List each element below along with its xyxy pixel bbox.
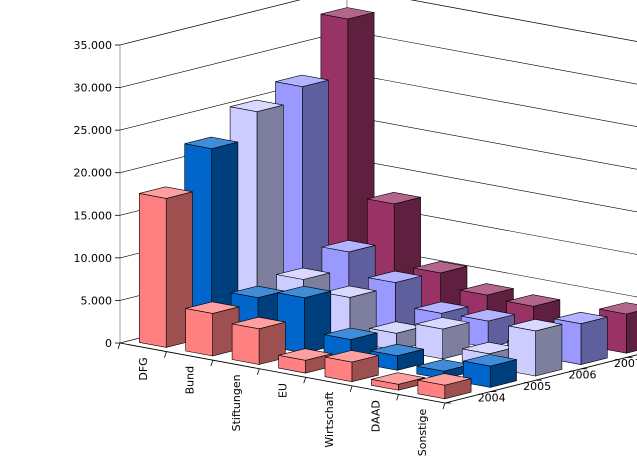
series-label-2006: 2006 bbox=[569, 369, 597, 382]
series-label-2005: 2005 bbox=[523, 380, 551, 393]
x-tick-label: Sonstige bbox=[416, 408, 429, 456]
bar-2004-sonstige bbox=[417, 373, 472, 400]
x-tick-mark bbox=[349, 385, 353, 392]
x-tick-mark bbox=[164, 351, 167, 358]
x-tick-label: DAAD bbox=[369, 400, 382, 432]
gridline bbox=[119, 0, 637, 46]
y-tick-label: 0 bbox=[105, 337, 112, 350]
bar-2004-stiftungen bbox=[231, 316, 286, 365]
y-tick-label: 30.000 bbox=[74, 82, 113, 95]
chart-labels: 0 5.000 10.000 15.000 20.000 25.000 30.000 35.0… bbox=[74, 39, 637, 456]
y-tick-label: 10.000 bbox=[74, 252, 113, 265]
bar-2004-wirtschaft bbox=[324, 350, 379, 383]
depth-axis-line bbox=[444, 354, 637, 404]
x-tick-mark bbox=[442, 402, 446, 410]
y-tick-label: 5.000 bbox=[81, 294, 113, 307]
x-axis-line bbox=[119, 342, 446, 404]
x-tick-mark bbox=[210, 360, 214, 367]
y-tick-label: 25.000 bbox=[74, 124, 113, 137]
x-tick-mark bbox=[396, 394, 399, 401]
bar-2004-dfg bbox=[139, 186, 193, 348]
x-tick-label: EU bbox=[277, 383, 290, 398]
x-tick-mark bbox=[117, 342, 121, 350]
x-tick-label: Bund bbox=[184, 366, 197, 394]
x-tick-mark bbox=[303, 377, 307, 384]
y-tick-label: 20.000 bbox=[74, 167, 113, 180]
series-label-2004: 2004 bbox=[478, 391, 506, 404]
x-tick-label: Stiftungen bbox=[230, 374, 243, 431]
series-label-2007: 2007 bbox=[614, 357, 637, 370]
bar-2004-bund bbox=[185, 301, 240, 357]
y-tick-label: 15.000 bbox=[74, 209, 113, 222]
x-tick-label: DFG bbox=[137, 357, 150, 380]
x-tick-mark bbox=[256, 368, 260, 375]
y-tick-label: 35.000 bbox=[74, 39, 113, 52]
chart-bars bbox=[139, 7, 637, 400]
x-tick-label: Wirtschaft bbox=[323, 391, 336, 448]
